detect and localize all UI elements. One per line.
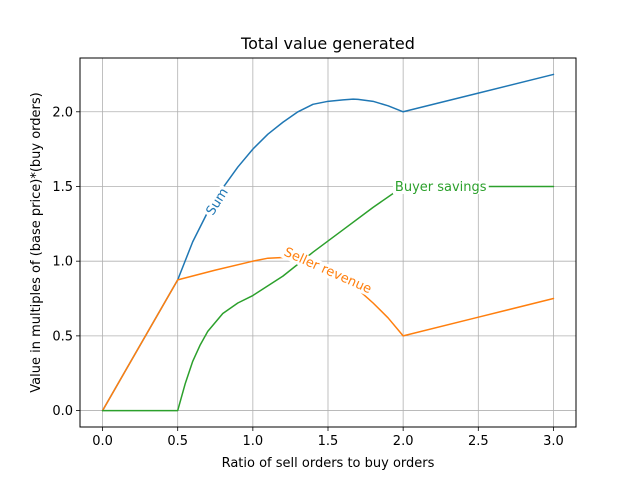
chart-title: Total value generated: [240, 34, 415, 53]
y-axis-title: Value in multiples of (base price)*(buy …: [29, 92, 44, 393]
x-tick-label: 3.0: [543, 434, 564, 449]
inline-label-group: Seller revenue: [280, 245, 376, 298]
x-tick-label: 2.5: [468, 434, 489, 449]
inline-label-background: [203, 184, 232, 220]
y-tick-label: 1.0: [52, 255, 73, 270]
series-line-buyer-savings: [101, 185, 555, 412]
y-tick-label: 0.5: [52, 329, 73, 344]
y-tick-label: 0.0: [52, 404, 73, 419]
x-tick-label: 0.0: [92, 434, 113, 449]
x-tick-label: 2.0: [393, 434, 414, 449]
inline-labels: Sum Seller revenue Buyer savings: [203, 180, 489, 298]
inline-label-group: Buyer savings: [392, 180, 489, 195]
inline-label-background: [392, 180, 489, 194]
grid: [80, 58, 576, 427]
inline-label-background: [280, 245, 376, 298]
y-tick-label: 2.0: [52, 105, 73, 120]
inline-label-group: Sum: [203, 184, 232, 220]
x-axis-title: Ratio of sell orders to buy orders: [222, 456, 435, 471]
ticks: 0.0 0.5 1.0 1.5 2.0 2.5 3.0 0.0 0.5 1.0 1.5 2.0: [52, 105, 563, 449]
inline-label: Seller revenue: [282, 245, 374, 297]
x-tick-label: 0.5: [167, 434, 188, 449]
inline-label: Buyer savings: [395, 180, 487, 195]
y-tick-label: 1.5: [52, 180, 73, 195]
x-tick-label: 1.5: [318, 434, 339, 449]
x-tick-label: 1.0: [243, 434, 264, 449]
